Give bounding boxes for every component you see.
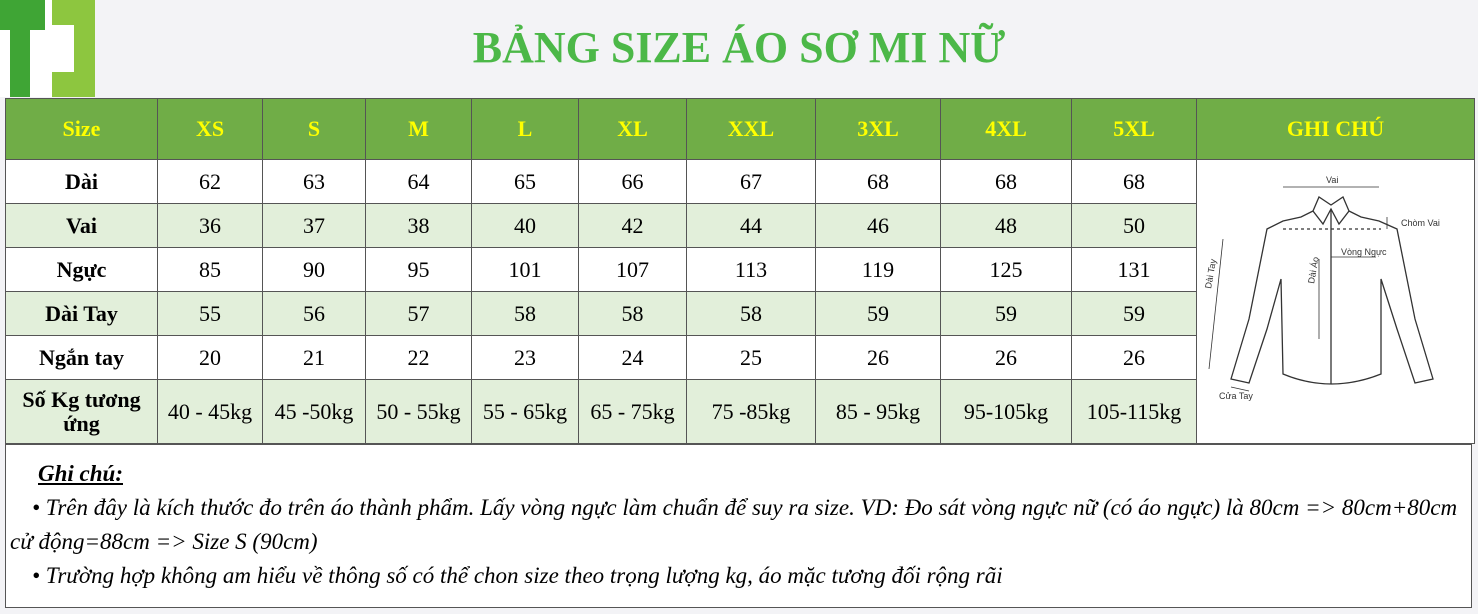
- cell: 105-115kg: [1071, 379, 1197, 444]
- cell: 119: [815, 247, 941, 292]
- cell: 40: [471, 203, 579, 248]
- diagram-label: Chòm Vai: [1401, 218, 1440, 228]
- column-header: 4XL: [940, 98, 1072, 160]
- table-row: Vai 36 37 38 40 42 44 46 48 50: [5, 203, 1475, 248]
- table-row: Dài 62 63 64 65 66 67 68 68 68 Vai Chòm Vai Vòng Ng…: [5, 159, 1475, 444]
- cell: 36: [157, 203, 263, 248]
- note-title: Ghi chú:: [38, 461, 123, 486]
- cell: 26: [1071, 335, 1197, 380]
- cell: 55 - 65kg: [471, 379, 579, 444]
- cell: 75 -85kg: [686, 379, 816, 444]
- row-label: Số Kg tương ứng: [5, 379, 158, 444]
- header-row: Size XS S M L XL XXL 3XL 4XL 5XL GHI CHÚ: [5, 98, 1475, 160]
- cell: 68: [940, 159, 1072, 204]
- table-row: Dài Tay 55 56 57 58 58 58 59 59 59: [5, 291, 1475, 336]
- table-row: Ngắn tay 20 21 22 23 24 25 26 26 26: [5, 335, 1475, 380]
- column-header: M: [365, 98, 472, 160]
- cell: 58: [578, 291, 687, 336]
- cell: 65 - 75kg: [578, 379, 687, 444]
- column-header: XL: [578, 98, 687, 160]
- cell: 85 - 95kg: [815, 379, 941, 444]
- cell: 59: [1071, 291, 1197, 336]
- cell: 21: [262, 335, 366, 380]
- cell: 44: [686, 203, 816, 248]
- size-table: Size XS S M L XL XXL 3XL 4XL 5XL GHI CHÚ Dài 62 63 64 6…: [5, 98, 1475, 444]
- cell: 131: [1071, 247, 1197, 292]
- row-label: Ngực: [5, 247, 158, 292]
- cell: 48: [940, 203, 1072, 248]
- row-label: Vai: [5, 203, 158, 248]
- cell: 125: [940, 247, 1072, 292]
- note-line: • Trên đây là kích thước đo trên áo thàn…: [10, 495, 1458, 554]
- logo: [0, 0, 95, 97]
- column-header: XXL: [686, 98, 816, 160]
- diagram-label: Cửa Tay: [1219, 391, 1253, 401]
- diagram-label: Dài Áo: [1306, 256, 1321, 284]
- cell: 64: [365, 159, 472, 204]
- diagram-label: Vai: [1326, 175, 1338, 185]
- column-header: XS: [157, 98, 263, 160]
- row-label: Dài Tay: [5, 291, 158, 336]
- cell: 65: [471, 159, 579, 204]
- cell: 90: [262, 247, 366, 292]
- cell: 59: [815, 291, 941, 336]
- diagram-cell: Vai Chòm Vai Vòng Ngực Dài Tay Dài Áo Cửa Tay: [1196, 159, 1475, 444]
- cell: 56: [262, 291, 366, 336]
- cell: 40 - 45kg: [157, 379, 263, 444]
- cell: 50: [1071, 203, 1197, 248]
- cell: 26: [815, 335, 941, 380]
- cell: 37: [262, 203, 366, 248]
- cell: 95-105kg: [940, 379, 1072, 444]
- column-header: GHI CHÚ: [1196, 98, 1475, 160]
- diagram-label: Vòng Ngực: [1341, 247, 1387, 257]
- cell: 45 -50kg: [262, 379, 366, 444]
- cell: 46: [815, 203, 941, 248]
- column-header: 5XL: [1071, 98, 1197, 160]
- table-row: Số Kg tương ứng 40 - 45kg 45 -50kg 50 - 55k…: [5, 379, 1475, 444]
- cell: 42: [578, 203, 687, 248]
- cell: 113: [686, 247, 816, 292]
- note-line: • Trường hợp không am hiểu về thông số c…: [32, 563, 1003, 588]
- cell: 107: [578, 247, 687, 292]
- shirt-diagram: Vai Chòm Vai Vòng Ngực Dài Tay Dài Áo Cửa Tay: [1203, 175, 1440, 401]
- cell: 23: [471, 335, 579, 380]
- column-header: Size: [5, 98, 158, 160]
- column-header: 3XL: [815, 98, 941, 160]
- row-label: Ngắn tay: [5, 335, 158, 380]
- cell: 58: [471, 291, 579, 336]
- cell: 62: [157, 159, 263, 204]
- cell: 22: [365, 335, 472, 380]
- cell: 50 - 55kg: [365, 379, 472, 444]
- cell: 66: [578, 159, 687, 204]
- cell: 67: [686, 159, 816, 204]
- cell: 26: [940, 335, 1072, 380]
- cell: 25: [686, 335, 816, 380]
- cell: 101: [471, 247, 579, 292]
- diagram-label: Dài Tay: [1203, 258, 1218, 290]
- cell: 85: [157, 247, 263, 292]
- cell: 57: [365, 291, 472, 336]
- cell: 68: [815, 159, 941, 204]
- cell: 95: [365, 247, 472, 292]
- column-header: S: [262, 98, 366, 160]
- cell: 58: [686, 291, 816, 336]
- column-header: L: [471, 98, 579, 160]
- cell: 55: [157, 291, 263, 336]
- cell: 20: [157, 335, 263, 380]
- note: Ghi chú: • Trên đây là kích thước đo trê…: [5, 444, 1472, 608]
- cell: 63: [262, 159, 366, 204]
- cell: 68: [1071, 159, 1197, 204]
- cell: 38: [365, 203, 472, 248]
- cell: 59: [940, 291, 1072, 336]
- cell: 24: [578, 335, 687, 380]
- row-label: Dài: [5, 159, 158, 204]
- title: BẢNG SIZE ÁO SƠ MI NỮ: [472, 23, 1006, 72]
